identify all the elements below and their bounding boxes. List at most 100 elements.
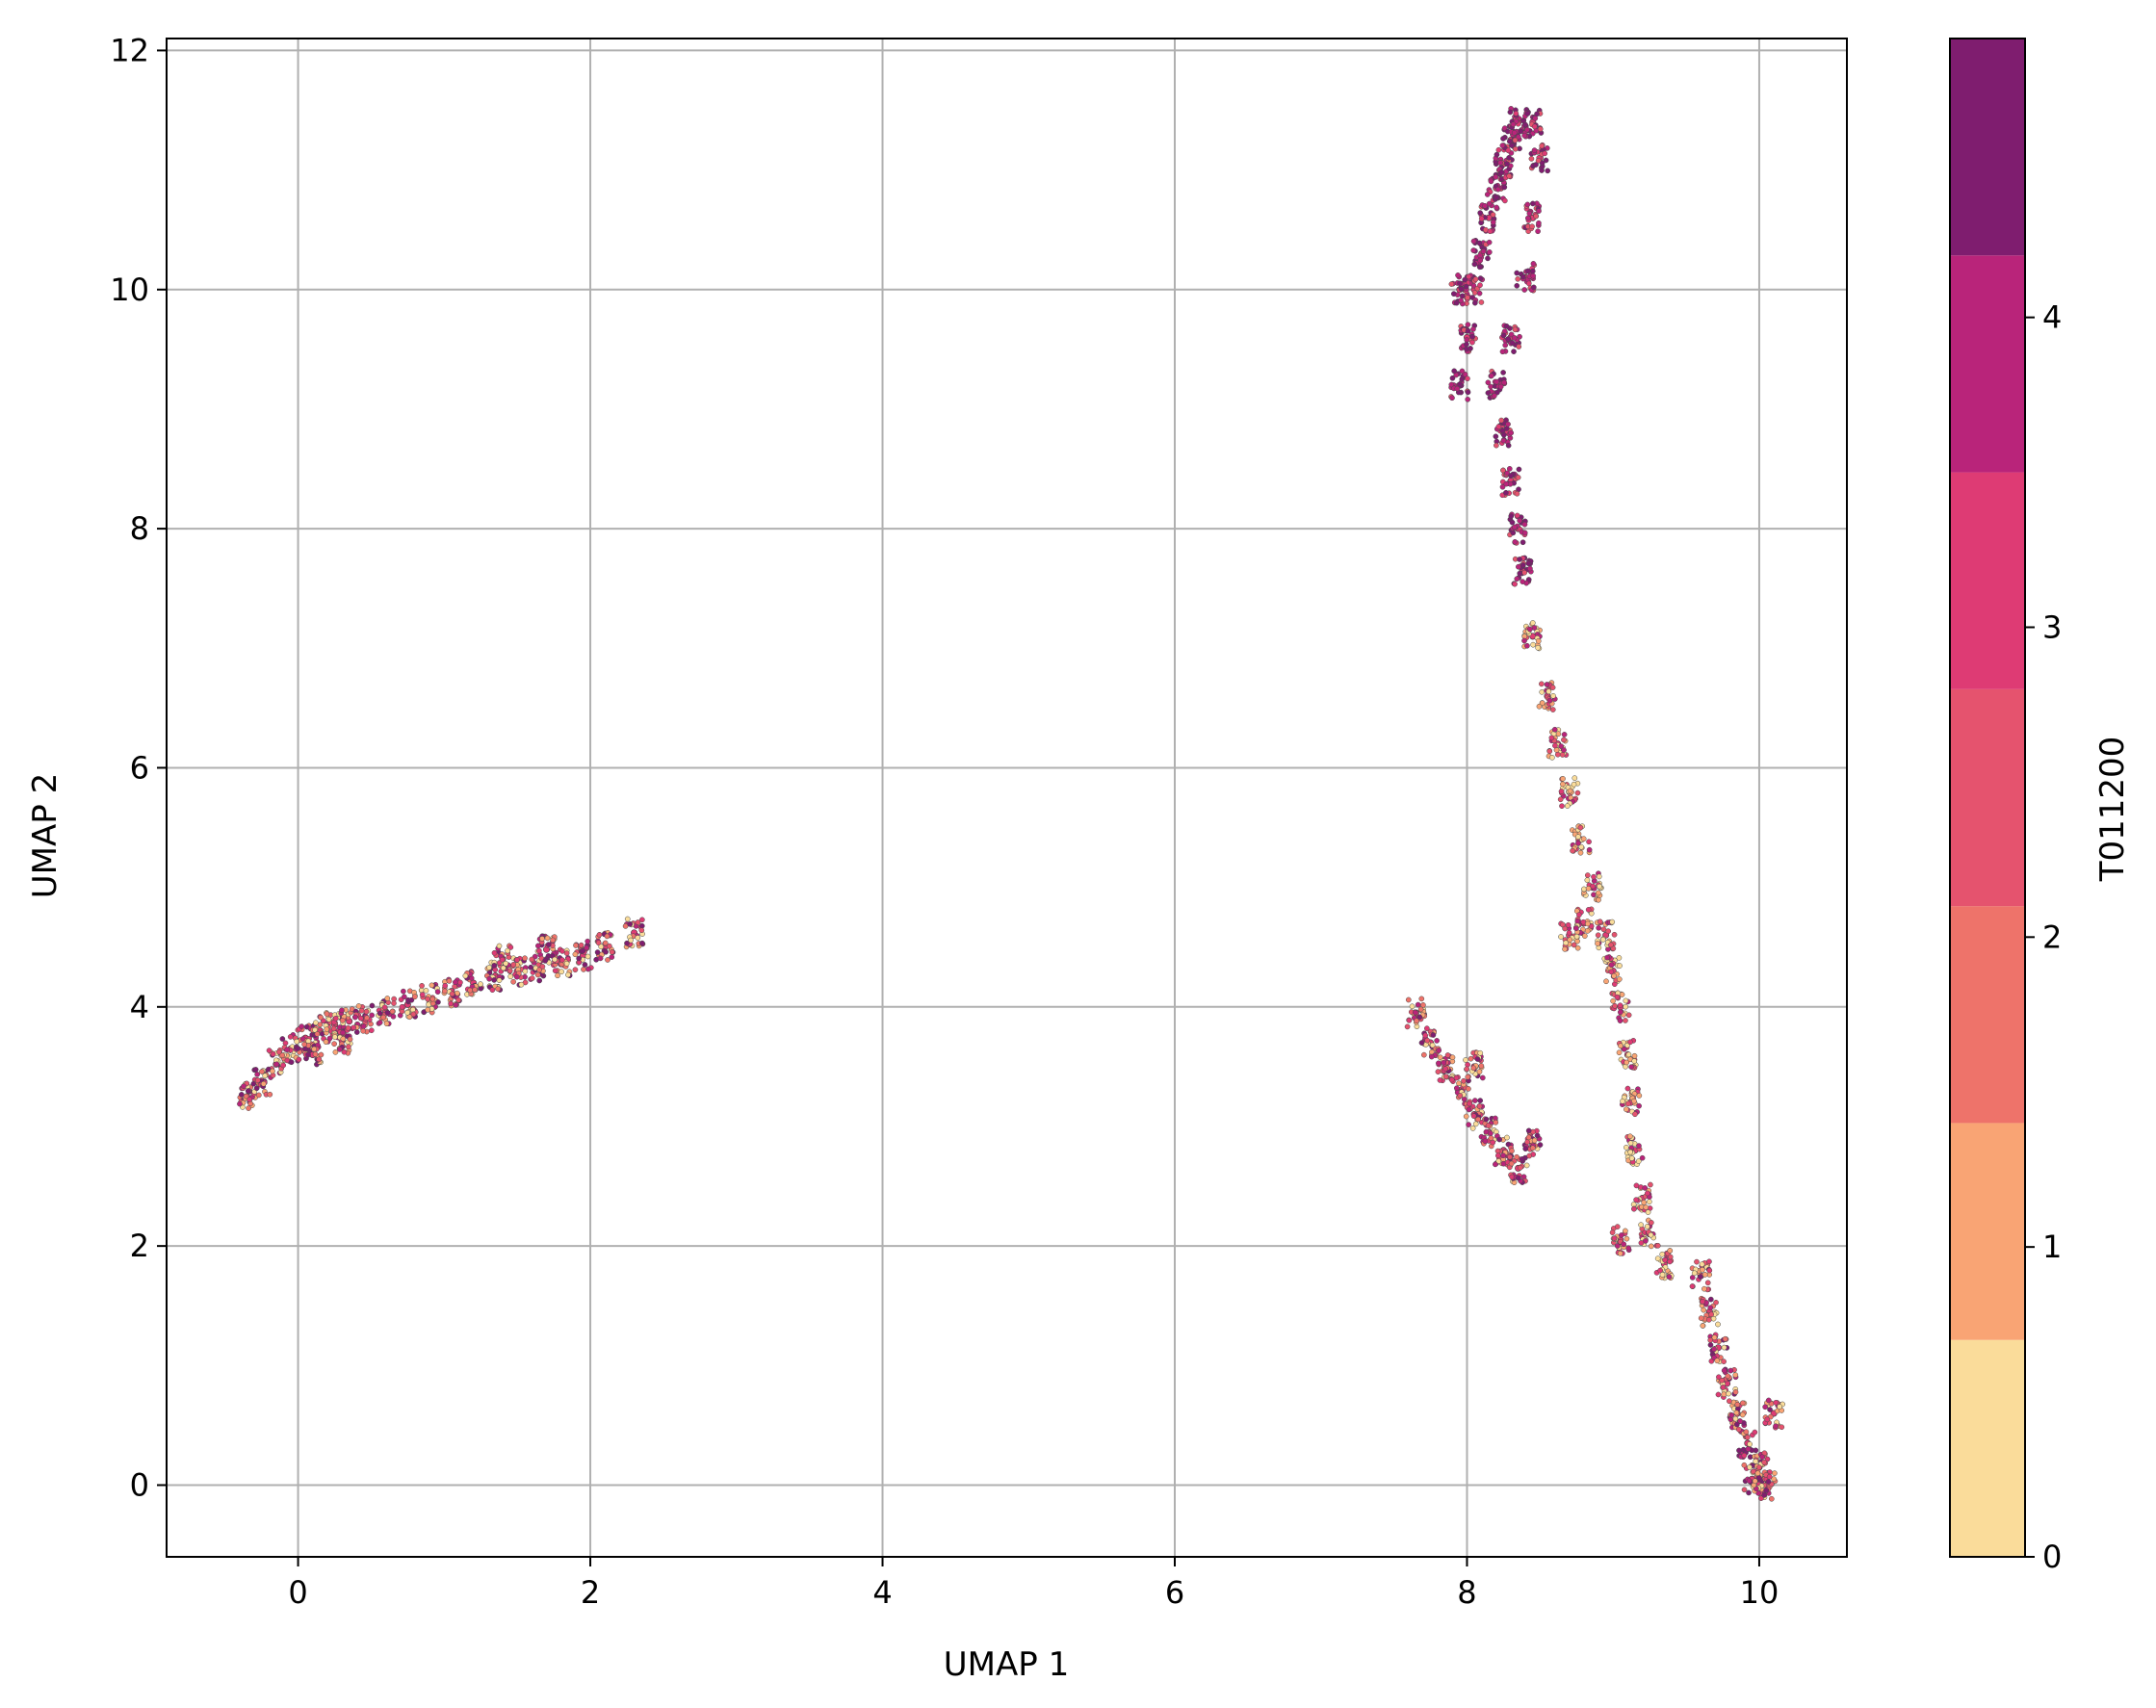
scatter-point (1466, 273, 1472, 280)
scatter-point (486, 975, 492, 982)
scatter-point (1510, 121, 1517, 128)
scatter-point (1496, 1136, 1503, 1143)
scatter-point (491, 949, 498, 956)
scatter-point (1453, 1074, 1460, 1081)
scatter-point (1745, 1446, 1752, 1452)
scatter-point (1708, 1311, 1715, 1318)
scatter-point (1517, 517, 1523, 524)
scatter-point (410, 1011, 417, 1018)
scatter-point (1566, 929, 1572, 936)
scatter-point (1509, 340, 1516, 347)
scatter-point (1508, 473, 1514, 479)
scatter-point (1506, 465, 1513, 472)
scatter-point (357, 1015, 364, 1022)
scatter-point (324, 1026, 330, 1032)
scatter-point (1468, 346, 1473, 351)
scatter-point (1721, 1359, 1727, 1364)
scatter-point (558, 957, 565, 963)
scatter-point (1558, 743, 1565, 749)
scatter-point (1719, 1377, 1726, 1384)
scatter-point (381, 1004, 388, 1011)
scatter-point (550, 937, 556, 944)
scatter-point (1466, 1122, 1471, 1127)
scatter-point (1463, 1113, 1469, 1120)
scatter-point (1516, 344, 1522, 349)
scatter-point (1492, 393, 1497, 399)
scatter-point (1537, 126, 1544, 132)
scatter-point (605, 957, 610, 963)
scatter-point (1617, 1251, 1623, 1256)
scatter-point (1495, 1158, 1502, 1164)
scatter-point (1458, 286, 1465, 293)
scatter-point (1631, 1205, 1637, 1212)
scatter-point (1476, 264, 1483, 271)
scatter-point (1764, 1416, 1771, 1423)
scatter-point (1505, 442, 1512, 449)
scatter-point (1461, 1077, 1467, 1084)
scatter-point (1761, 1459, 1767, 1465)
scatter-point (1659, 1251, 1666, 1257)
scatter-point (1465, 322, 1471, 328)
scatter-point (1527, 626, 1533, 633)
colorbar-band (1950, 1123, 2025, 1340)
scatter-point (1494, 186, 1501, 193)
scatter-point (1524, 642, 1530, 649)
scatter-point (282, 1040, 289, 1047)
scatter-point (1574, 789, 1581, 796)
scatter-point (1694, 1258, 1700, 1265)
scatter-point (1520, 539, 1526, 546)
scatter-point (1511, 335, 1518, 341)
scatter-point (1581, 933, 1588, 939)
scatter-point (1506, 138, 1513, 144)
scatter-point (1530, 200, 1536, 207)
scatter-point (478, 981, 483, 987)
scatter-point (1500, 467, 1506, 474)
scatter-point (1480, 248, 1487, 254)
scatter-point (312, 1051, 319, 1057)
scatter-point (247, 1097, 253, 1102)
scatter-point (1777, 1404, 1782, 1410)
scatter-point (1409, 1003, 1416, 1010)
scatter-point (1503, 323, 1510, 329)
scatter-point (1642, 1185, 1649, 1191)
y-axis-label: UMAP 2 (26, 773, 65, 898)
scatter-point (1529, 268, 1536, 274)
scatter-point (1509, 1148, 1515, 1154)
scatter-point (1457, 381, 1463, 387)
scatter-point (1524, 201, 1531, 208)
scatter-point (391, 1000, 397, 1006)
scatter-point (1484, 192, 1491, 197)
scatter-point (1482, 202, 1488, 209)
scatter-point (1529, 1145, 1536, 1152)
scatter-point (1485, 390, 1492, 396)
scatter-point (1514, 512, 1520, 519)
scatter-point (1567, 937, 1573, 944)
scatter-point (411, 994, 418, 1000)
scatter-point (353, 1029, 360, 1035)
scatter-point (1478, 299, 1485, 305)
scatter-point (1506, 173, 1513, 179)
scatter-point (462, 972, 469, 979)
scatter-point (1526, 210, 1533, 217)
scatter-point (1698, 1315, 1704, 1321)
scatter-point (1465, 1074, 1471, 1080)
scatter-point (1525, 1134, 1532, 1141)
scatter-point (1585, 920, 1591, 927)
colorbar-tick-label: 0 (2042, 1539, 2062, 1575)
scatter-point (1746, 1489, 1752, 1496)
scatter-point (1620, 1098, 1625, 1104)
scatter-point (1614, 994, 1621, 1000)
scatter-point (1741, 1487, 1748, 1493)
scatter-point (279, 1036, 286, 1042)
scatter-point (555, 972, 560, 979)
scatter-point (1466, 1086, 1471, 1092)
colorbar-band (1950, 1339, 2025, 1557)
scatter-point (1467, 1100, 1472, 1107)
scatter-point (1461, 1096, 1468, 1102)
scatter-point (1689, 1283, 1696, 1289)
scatter-point (507, 945, 514, 950)
x-tick-label: 6 (1165, 1574, 1184, 1611)
scatter-point (572, 951, 579, 958)
